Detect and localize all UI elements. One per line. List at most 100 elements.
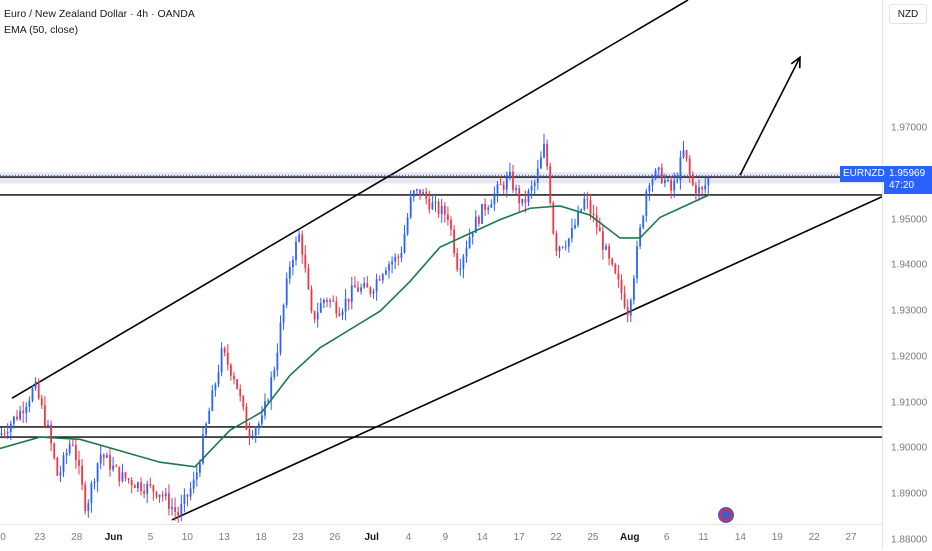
candle-body xyxy=(406,217,409,234)
time-tick-label: Aug xyxy=(620,532,640,543)
time-tick-label: 5 xyxy=(147,532,154,543)
candle-body xyxy=(512,171,514,191)
candle-body xyxy=(233,375,235,380)
candle-body xyxy=(47,424,49,426)
candle-body xyxy=(478,216,480,224)
time-tick-label: 22 xyxy=(808,532,820,543)
candle-body xyxy=(183,494,186,504)
ema-line xyxy=(0,193,711,468)
candle-body xyxy=(214,384,217,391)
candle-body xyxy=(372,291,375,294)
candle-body xyxy=(25,406,28,414)
candle-body xyxy=(152,485,155,492)
candle-body xyxy=(388,264,390,271)
candle-body xyxy=(99,454,102,464)
candle-body xyxy=(496,184,499,194)
candle-body xyxy=(530,186,533,191)
candle-body xyxy=(443,205,446,215)
candle-body xyxy=(124,472,127,479)
candle-body xyxy=(121,472,124,482)
time-axis[interactable]: 0 23 28 Jun 5 10 13 18 23 26 Jul 4 9 14 17 22 25 Aug 6 11 14… xyxy=(0,524,882,551)
indicator-label: EMA (50, close) xyxy=(4,24,79,36)
candle-body xyxy=(248,429,251,437)
candle-body xyxy=(471,232,474,238)
candle-body xyxy=(462,256,465,269)
candle-body xyxy=(140,482,142,492)
candle-body xyxy=(509,171,511,178)
candle-body xyxy=(527,190,530,203)
candle-body xyxy=(422,192,424,196)
price-chart[interactable] xyxy=(0,0,882,524)
candle-body xyxy=(161,494,164,497)
candle-body xyxy=(505,177,508,190)
candle-body xyxy=(295,241,297,261)
price-axis[interactable]: NZD 1.89000 1.90000 1.91000 1.92000 1.93000 1… xyxy=(882,0,932,550)
time-tick-label: 18 xyxy=(255,532,267,543)
candle-body xyxy=(171,507,173,509)
candle-body xyxy=(657,167,660,171)
candle-body xyxy=(695,184,697,194)
candle-body xyxy=(304,254,307,269)
candle-body xyxy=(168,493,170,509)
candle-body xyxy=(400,252,403,258)
candle-body xyxy=(425,192,428,199)
candle-body xyxy=(614,264,617,274)
candle-body xyxy=(450,219,452,230)
candle-body xyxy=(217,372,220,385)
candle-body xyxy=(137,482,139,489)
symbol-label: EURNZD xyxy=(840,166,888,183)
candle-body xyxy=(654,170,657,179)
candle-body xyxy=(257,423,260,429)
candle-body xyxy=(59,472,62,476)
price-tick-label: 1.90000 xyxy=(891,442,928,454)
chart-area[interactable]: Euro / New Zealand Dollar · 4h · OANDA E… xyxy=(0,0,882,524)
candle-body xyxy=(65,452,68,456)
candle-body xyxy=(378,279,381,281)
time-tick-label: 19 xyxy=(771,532,783,543)
candle-body xyxy=(323,299,325,304)
candle-body xyxy=(670,179,672,191)
candle-body xyxy=(53,443,56,458)
candle-body xyxy=(50,424,52,444)
candle-body xyxy=(558,246,561,252)
candle-body xyxy=(96,463,99,482)
chart-legend: Euro / New Zealand Dollar · 4h · OANDA E… xyxy=(4,6,195,38)
candle-body xyxy=(648,185,651,192)
candle-body xyxy=(316,312,319,320)
candle-body xyxy=(285,278,288,305)
candle-body xyxy=(34,381,37,389)
candle-body xyxy=(279,322,282,353)
candle-body xyxy=(239,388,242,396)
candle-body xyxy=(409,197,412,218)
candle-body xyxy=(78,460,80,466)
candle-body xyxy=(586,198,589,201)
candle-body xyxy=(493,193,496,205)
candle-body xyxy=(208,410,211,424)
candle-body xyxy=(202,434,204,464)
candle-body xyxy=(112,465,114,470)
channel-upper-line xyxy=(11,0,689,399)
economic-event-icon[interactable] xyxy=(718,507,734,523)
candle-body xyxy=(68,444,71,453)
candle-body xyxy=(620,279,623,294)
candle-body xyxy=(428,198,431,210)
candle-body xyxy=(707,177,710,186)
candle-body xyxy=(598,227,601,232)
candle-body xyxy=(617,273,620,280)
candle-body xyxy=(270,377,273,401)
currency-button[interactable]: NZD xyxy=(889,4,927,24)
candle-body xyxy=(555,233,558,252)
candle-body xyxy=(602,231,604,250)
candle-body xyxy=(338,313,341,316)
candle-body xyxy=(332,300,335,302)
candle-body xyxy=(236,379,238,389)
candle-body xyxy=(319,303,322,313)
candle-body xyxy=(347,298,350,302)
time-tick-label: 9 xyxy=(442,532,449,543)
candle-body xyxy=(22,410,25,414)
last-price-tag: 1.95969 47:20 xyxy=(884,166,932,195)
candle-body xyxy=(3,433,6,435)
candle-body xyxy=(633,278,635,301)
candle-body xyxy=(242,395,245,407)
price-tick-label: 1.89000 xyxy=(891,488,928,500)
